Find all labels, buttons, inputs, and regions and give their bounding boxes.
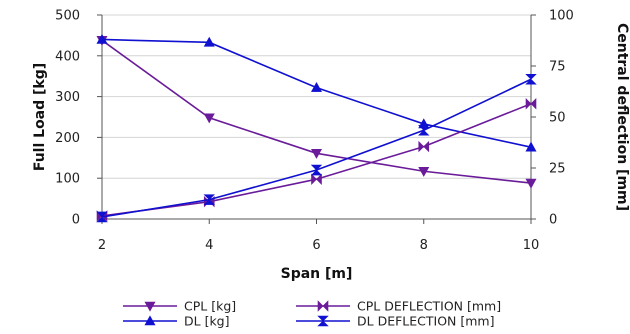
data-point-marker [203,113,215,124]
x-tick-label: 8 [420,238,428,253]
data-point-marker [418,124,430,136]
series-dl-kg [96,33,537,152]
series-dl-deflection-mm [96,73,537,223]
data-point-marker [203,36,215,47]
right-y-tick-label: 25 [549,162,566,177]
series [96,33,537,223]
legend-label: CPL DEFLECTION [mm] [357,299,501,314]
legend-item: CPL DEFLECTION [mm] [296,299,501,314]
data-point-marker [203,194,215,205]
series-cpl-deflection-mm [96,98,537,222]
left-y-tick-label: 200 [55,131,80,146]
legend: CPL [kg]DL [kg] CPL DEFLECTION [mm]DL DEF… [123,299,501,329]
x-tick-label: 4 [205,238,213,253]
right-y-tick-label: 50 [549,111,566,126]
left-y-tick-label: 100 [55,172,80,187]
x-tick-label: 10 [523,238,540,253]
left-y-tick-label: 300 [55,90,80,105]
x-tick-label: 2 [98,238,106,253]
data-point-marker [96,211,108,223]
data-point-marker [310,149,323,159]
legend-label: DL DEFLECTION [mm] [357,314,494,329]
series-line [101,39,532,184]
data-point-marker [418,140,430,153]
right-y-tick-label: 75 [549,60,566,75]
data-point-marker [317,315,329,327]
data-point-marker [144,301,156,312]
right-y-axis-title: Central deflection [mm] [614,23,630,211]
series-line [101,102,532,217]
legend-label: DL [kg] [184,314,230,329]
left-y-axis-title: Full Load [kg] [32,63,48,171]
left-y-tick-label: 400 [55,49,80,64]
right-y-tick-label: 100 [549,9,574,24]
data-point-marker [311,173,322,185]
data-point-marker [144,315,156,326]
data-point-marker [525,178,537,189]
series-line [101,78,532,218]
legend-label: CPL [kg] [184,299,236,314]
data-point-marker [525,73,537,85]
right-y-tick-label: 0 [549,213,557,228]
x-axis-title: Span [m] [281,266,353,282]
data-point-marker [96,33,108,44]
data-point-marker [418,166,430,177]
legend-item: DL DEFLECTION [mm] [296,314,494,329]
x-tick-label: 6 [312,238,320,253]
left-y-tick-label: 500 [55,9,80,24]
data-point-marker [317,300,329,312]
left-y-tick-label: 0 [72,213,80,228]
gridlines [102,14,531,179]
data-point-marker [310,164,323,176]
axes: 0 100 200 300 400 500 0 25 50 75 100 2 4 6 8 10 [55,9,574,254]
legend-item: DL [kg] [123,314,230,329]
legend-item: CPL [kg] [123,299,236,314]
data-point-marker [525,141,537,152]
data-point-marker [310,82,323,92]
data-point-marker [525,98,537,110]
